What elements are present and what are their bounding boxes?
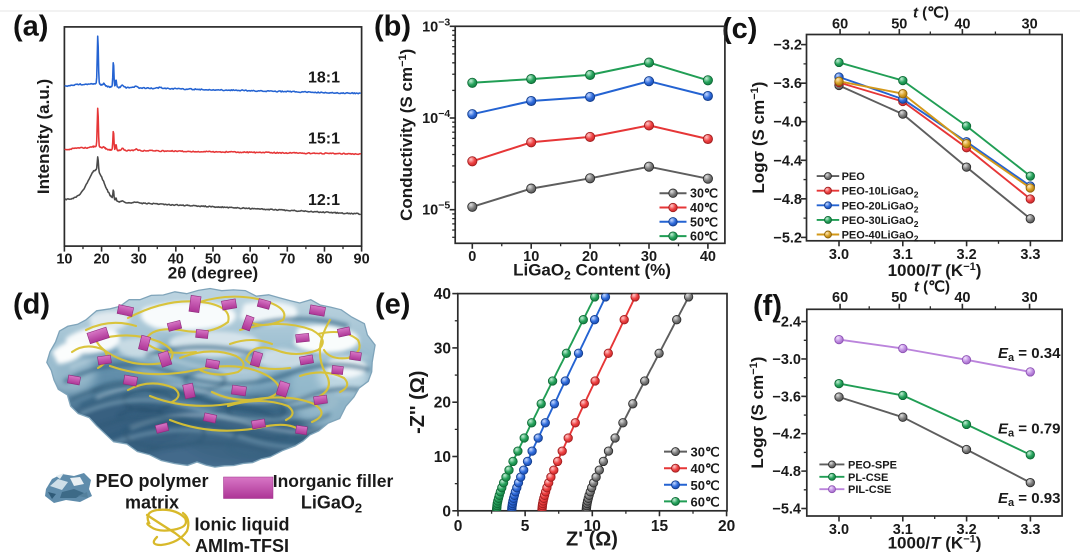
svg-text:(a): (a) [13,11,48,43]
svg-text:Ea = 0.34: Ea = 0.34 [998,345,1061,364]
svg-text:−4.8: −4.8 [773,192,802,208]
svg-text:30℃: 30℃ [691,445,720,460]
svg-text:-Z'' (Ω): -Z'' (Ω) [407,371,429,434]
svg-text:3.0: 3.0 [829,522,849,538]
svg-text:Z' (Ω): Z' (Ω) [566,529,618,551]
svg-text:−2.4: −2.4 [772,315,801,331]
svg-text:(d): (d) [13,289,50,321]
svg-text:12:1: 12:1 [308,192,340,209]
svg-text:60℃: 60℃ [691,494,720,509]
svg-text:40℃: 40℃ [690,201,718,215]
svg-text:50℃: 50℃ [691,478,720,493]
svg-text:3.1: 3.1 [893,522,913,538]
svg-text:3.3: 3.3 [1020,522,1040,538]
svg-text:LiGaO2: LiGaO2 [301,493,362,516]
svg-text:60: 60 [832,290,848,306]
svg-text:15: 15 [651,518,669,535]
svg-text:t (℃): t (℃) [913,5,949,22]
svg-text:80: 80 [316,252,332,268]
svg-text:t (℃): t (℃) [914,279,950,296]
svg-text:−4.2: −4.2 [772,427,801,443]
svg-text:10: 10 [584,518,601,535]
svg-text:(b): (b) [374,11,411,43]
svg-text:90: 90 [354,252,370,268]
svg-text:50: 50 [891,290,907,306]
svg-text:Logσ (S cm−1): Logσ (S cm−1) [748,357,767,469]
svg-text:PEO: PEO [842,171,866,183]
svg-text:30: 30 [131,252,147,268]
svg-text:−3.6: −3.6 [773,76,802,92]
svg-text:30℃: 30℃ [690,187,718,201]
svg-text:AMIm-TFSI: AMIm-TFSI [195,536,289,556]
svg-text:PEO-40LiGaO2: PEO-40LiGaO2 [842,230,919,244]
svg-text:30: 30 [641,249,657,265]
svg-text:1000/T (K−1): 1000/T (K−1) [888,261,982,280]
svg-text:matrix: matrix [125,493,179,513]
svg-text:40: 40 [700,249,716,265]
svg-text:PEO polymer: PEO polymer [95,471,208,491]
svg-text:2θ (degree): 2θ (degree) [168,264,258,283]
svg-text:−3.0: −3.0 [772,352,801,368]
svg-text:30: 30 [434,340,451,357]
svg-text:Ea = 0.93: Ea = 0.93 [998,490,1060,509]
svg-text:40: 40 [954,290,970,306]
svg-text:−4.4: −4.4 [773,153,802,169]
svg-text:1000/T (K−1): 1000/T (K−1) [888,534,982,553]
svg-text:60: 60 [832,17,848,33]
svg-text:20: 20 [718,518,735,535]
svg-text:10: 10 [56,252,72,268]
svg-text:Logσ (S cm−1): Logσ (S cm−1) [749,82,768,194]
svg-text:30: 30 [1022,17,1038,33]
svg-text:3.2: 3.2 [957,247,977,263]
svg-text:50℃: 50℃ [690,215,718,229]
svg-text:−4.8: −4.8 [772,464,801,480]
svg-text:PEO-SPE: PEO-SPE [848,459,897,471]
svg-text:−3.2: −3.2 [773,38,802,54]
svg-text:Conductivity (S cm−1): Conductivity (S cm−1) [397,49,416,221]
svg-text:60: 60 [242,252,258,268]
svg-text:10: 10 [434,449,451,466]
svg-text:(e): (e) [375,289,410,321]
svg-text:70: 70 [279,252,295,268]
svg-text:30: 30 [1022,290,1038,306]
svg-text:10: 10 [523,249,539,265]
svg-text:PIL-CSE: PIL-CSE [848,484,891,496]
svg-text:15:1: 15:1 [308,131,340,148]
svg-text:3.2: 3.2 [957,522,977,538]
svg-text:20: 20 [94,252,110,268]
svg-text:3.3: 3.3 [1020,247,1040,263]
svg-text:50: 50 [205,252,221,268]
svg-text:Inorganic filler: Inorganic filler [273,471,394,491]
svg-text:40: 40 [168,252,184,268]
svg-text:PEO-20LiGaO2: PEO-20LiGaO2 [842,200,919,214]
svg-text:20: 20 [434,395,451,412]
svg-text:−3.6: −3.6 [772,389,801,405]
svg-text:3.1: 3.1 [893,247,913,263]
svg-text:Ionic liquid: Ionic liquid [195,515,290,535]
svg-text:Ea = 0.79: Ea = 0.79 [998,421,1060,440]
svg-text:5: 5 [521,518,530,535]
svg-text:0: 0 [454,518,463,535]
svg-text:40: 40 [434,286,451,303]
svg-text:−5.2: −5.2 [773,230,802,246]
svg-text:−5.4: −5.4 [772,502,801,518]
svg-text:(f): (f) [753,290,782,322]
svg-text:40℃: 40℃ [691,461,720,476]
svg-text:50: 50 [891,17,907,33]
svg-text:(c): (c) [722,13,757,45]
svg-text:PL-CSE: PL-CSE [848,472,888,484]
svg-text:18:1: 18:1 [308,70,340,87]
svg-text:LiGaO2 Content (%): LiGaO2 Content (%) [513,261,671,283]
svg-text:0: 0 [468,249,476,265]
svg-text:0: 0 [442,503,451,520]
svg-text:20: 20 [582,249,598,265]
svg-text:Intensity (a.u.): Intensity (a.u.) [34,79,53,194]
svg-text:−4.0: −4.0 [773,115,802,131]
svg-text:PEO-30LiGaO2: PEO-30LiGaO2 [842,215,919,229]
svg-text:PEO-10LiGaO2: PEO-10LiGaO2 [842,186,919,200]
svg-text:40: 40 [954,17,970,33]
svg-text:60℃: 60℃ [690,230,718,244]
svg-text:3.0: 3.0 [829,247,849,263]
